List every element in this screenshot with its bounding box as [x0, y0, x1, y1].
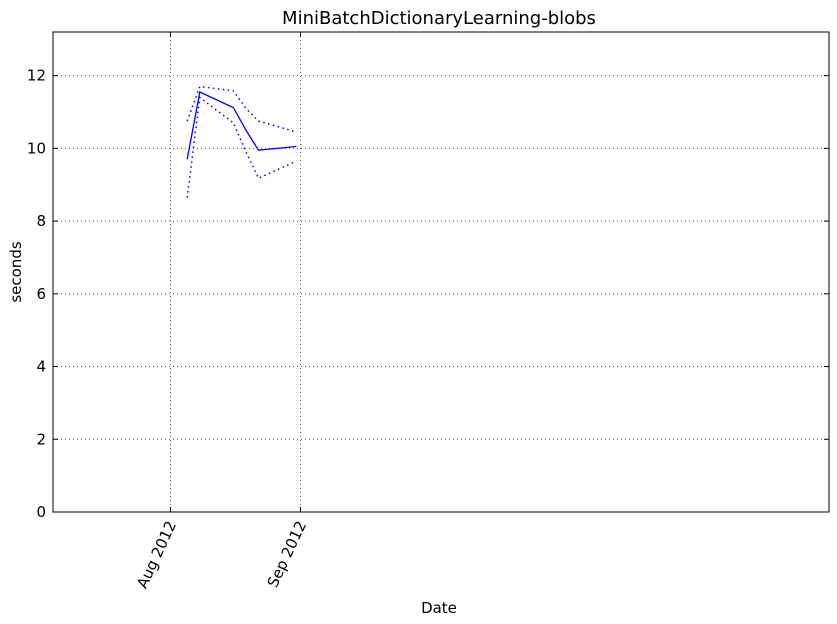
y-tick-label: 10	[27, 139, 46, 157]
y-tick-label: 6	[36, 285, 46, 303]
y-tick-label: 0	[36, 503, 46, 521]
chart-title: MiniBatchDictionaryLearning-blobs	[282, 8, 596, 29]
series-line-dotted	[186, 85, 297, 133]
x-axis-title: Date	[421, 599, 457, 617]
y-axis-title: seconds	[7, 241, 25, 302]
y-tick-label: 2	[36, 430, 46, 448]
y-tick-label: 12	[27, 67, 46, 85]
grid	[53, 32, 829, 512]
series-group	[186, 85, 297, 198]
y-tick-label: 8	[36, 212, 46, 230]
y-axis: 0 2 4 6 8 10 12	[27, 67, 829, 521]
y-tick-label: 4	[36, 358, 46, 376]
series-line	[186, 91, 297, 160]
plot-frame	[52, 31, 830, 513]
series-line-dotted	[186, 96, 297, 198]
